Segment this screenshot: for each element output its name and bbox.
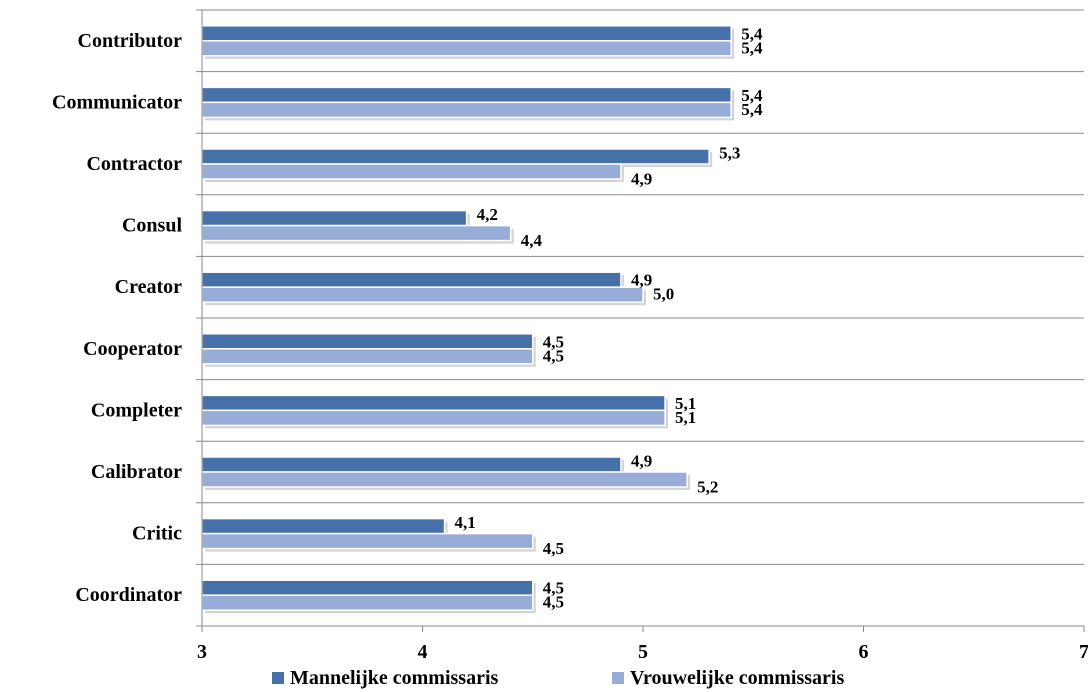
gridlines <box>202 9 1084 627</box>
legend-label: Mannelijke commissaris <box>290 667 499 689</box>
data-label: 4,5 <box>543 539 564 558</box>
data-label: 5,4 <box>741 86 763 105</box>
bar-vrouwelijke <box>201 40 732 57</box>
legend: Mannelijke commissaris Vrouwelijke commis… <box>272 667 844 689</box>
bar-mannelijke <box>201 209 468 227</box>
category-label: Cooperator <box>83 338 182 360</box>
data-label: 4,9 <box>631 452 652 471</box>
category-label: Contractor <box>86 153 182 175</box>
legend-swatch-vrouwelijke <box>612 672 624 684</box>
bars <box>201 25 735 614</box>
x-tick-label: 7 <box>1079 641 1088 663</box>
bar-mannelijke <box>201 86 732 104</box>
category-label: Calibrator <box>91 461 182 483</box>
data-labels: 5,45,45,45,45,34,94,24,44,95,04,54,55,15… <box>455 24 763 611</box>
data-label: 4,1 <box>455 513 476 532</box>
bar-vrouwelijke <box>201 163 622 180</box>
category-label: Completer <box>91 399 182 421</box>
x-tick-label: 3 <box>197 641 207 663</box>
category-label: Critic <box>132 523 182 545</box>
data-label: 5,1 <box>675 394 696 413</box>
data-label: 4,5 <box>543 593 564 612</box>
bar-mannelijke <box>201 517 446 535</box>
legend-swatch-mannelijke <box>272 672 284 684</box>
data-label: 4,5 <box>543 346 564 365</box>
data-label: 5,0 <box>653 285 674 304</box>
axes <box>196 9 1085 632</box>
data-label: 4,9 <box>631 271 652 290</box>
bar-vrouwelijke <box>201 348 534 365</box>
bar-mannelijke <box>201 333 534 350</box>
x-tick-labels: 3 4 5 6 7 <box>197 641 1088 663</box>
bar-vrouwelijke <box>201 224 512 242</box>
bar-vrouwelijke <box>201 532 534 550</box>
data-label: 4,2 <box>477 205 498 224</box>
data-label: 5,2 <box>697 478 718 497</box>
x-tick-label: 5 <box>638 641 648 663</box>
category-label: Consul <box>122 215 182 237</box>
data-label: 4,9 <box>631 170 652 189</box>
bar-vrouwelijke <box>201 594 534 611</box>
data-label: 5,4 <box>741 38 763 57</box>
data-label: 4,5 <box>543 579 564 598</box>
category-label: Coordinator <box>75 584 182 606</box>
data-label: 5,3 <box>719 144 740 163</box>
bar-mannelijke <box>201 271 622 288</box>
bar-vrouwelijke <box>201 286 644 303</box>
data-label: 4,4 <box>521 231 543 250</box>
data-label: 5,4 <box>741 100 763 119</box>
legend-label: Vrouwelijke commissaris <box>630 667 844 689</box>
bar-vrouwelijke <box>201 409 666 427</box>
data-label: 4,5 <box>543 332 564 351</box>
bar-mannelijke <box>201 148 710 165</box>
category-labels: Contributor Communicator Contractor Consul C… <box>52 30 182 606</box>
bar-vrouwelijke <box>201 471 688 488</box>
data-label: 5,1 <box>675 408 696 427</box>
category-label: Contributor <box>78 30 183 52</box>
bar-mannelijke <box>201 456 622 473</box>
bar-mannelijke <box>201 579 534 596</box>
x-tick-label: 4 <box>418 641 428 663</box>
category-label: Communicator <box>52 91 182 113</box>
data-label: 5,4 <box>741 24 763 43</box>
bar-mannelijke <box>201 394 666 412</box>
category-label: Creator <box>115 276 182 298</box>
bar-mannelijke <box>201 25 732 42</box>
bar-vrouwelijke <box>201 101 732 119</box>
x-tick-label: 6 <box>859 641 869 663</box>
